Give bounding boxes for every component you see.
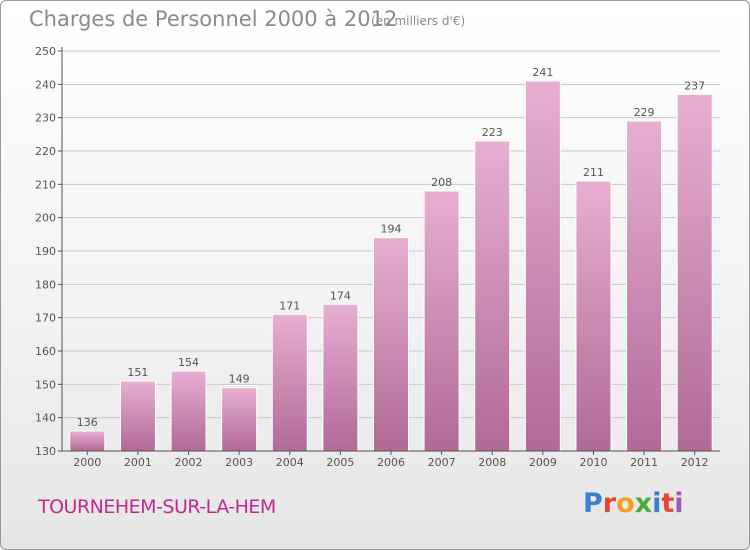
data-label: 171 xyxy=(279,299,300,312)
axes xyxy=(58,47,720,455)
chart-title: Charges de Personnel 2000 à 2012 xyxy=(29,7,398,31)
data-label: 154 xyxy=(178,356,199,369)
data-label: 237 xyxy=(684,79,705,92)
y-tick-label: 140 xyxy=(35,412,56,425)
bar-2010 xyxy=(575,180,612,452)
x-tick-label: 2011 xyxy=(630,456,658,469)
logo-letter: o xyxy=(616,488,635,519)
y-tick-label: 240 xyxy=(35,78,56,91)
logo-letter: x xyxy=(634,488,653,519)
x-tick-label: 2001 xyxy=(124,456,152,469)
x-tick-label: 2009 xyxy=(529,456,557,469)
data-label: 194 xyxy=(381,223,402,236)
y-tick-label: 180 xyxy=(35,278,56,291)
x-tick-label: 2004 xyxy=(276,456,304,469)
x-tick-label: 2010 xyxy=(579,456,607,469)
bar-2003 xyxy=(221,387,258,452)
y-tick-label: 190 xyxy=(35,245,56,258)
data-label: 229 xyxy=(634,106,655,119)
y-tick-label: 160 xyxy=(35,345,56,358)
commune-name: TOURNEHEM-SUR-LA-HEM xyxy=(38,496,276,518)
x-tick-label: 2000 xyxy=(73,456,101,469)
x-tick-label: 2002 xyxy=(175,456,203,469)
bar-2007 xyxy=(423,190,460,452)
logo-letter: i xyxy=(652,488,662,519)
logo-letter: t xyxy=(661,488,675,519)
y-tick-label: 250 xyxy=(35,45,56,58)
logo-letter: P xyxy=(583,488,603,519)
data-label: 223 xyxy=(482,126,503,139)
y-tick-label: 150 xyxy=(35,378,56,391)
bar-2008 xyxy=(474,140,511,452)
bar-2004 xyxy=(271,313,308,452)
bar-2011 xyxy=(626,120,663,452)
bar-2009 xyxy=(524,80,561,452)
logo-letter: i xyxy=(674,488,684,519)
y-tick-label: 130 xyxy=(35,445,56,458)
data-label: 241 xyxy=(532,66,553,79)
data-label: 211 xyxy=(583,166,604,179)
y-tick-label: 200 xyxy=(35,212,56,225)
bar-2006 xyxy=(373,237,409,452)
x-tick-label: 2006 xyxy=(377,456,405,469)
y-tick-label: 170 xyxy=(35,312,56,325)
data-label: 136 xyxy=(77,416,98,429)
proxiti-logo[interactable]: Proxiti xyxy=(583,488,684,519)
data-label: 149 xyxy=(229,373,250,386)
bar-2005 xyxy=(322,303,359,452)
bar-2002 xyxy=(170,370,207,452)
labels: 130 140 150 160 170 180 190 200 210 220 230 240 250 1… xyxy=(35,45,709,469)
bar-2001 xyxy=(119,380,156,452)
data-label: 208 xyxy=(431,176,452,189)
data-label: 151 xyxy=(127,366,148,379)
x-tick-label: 2012 xyxy=(681,456,709,469)
y-tick-label: 230 xyxy=(35,112,56,125)
bars xyxy=(69,80,713,452)
data-label: 174 xyxy=(330,289,351,302)
logo-letter: r xyxy=(602,488,617,519)
y-tick-label: 220 xyxy=(35,145,56,158)
bar-2000 xyxy=(69,430,106,452)
x-tick-label: 2008 xyxy=(478,456,506,469)
x-tick-label: 2003 xyxy=(225,456,253,469)
x-tick-label: 2005 xyxy=(326,456,354,469)
chart-subtitle: (en milliers d'€) xyxy=(371,14,466,28)
bar-2012 xyxy=(676,93,713,452)
y-tick-label: 210 xyxy=(35,178,56,191)
x-tick-label: 2007 xyxy=(428,456,456,469)
